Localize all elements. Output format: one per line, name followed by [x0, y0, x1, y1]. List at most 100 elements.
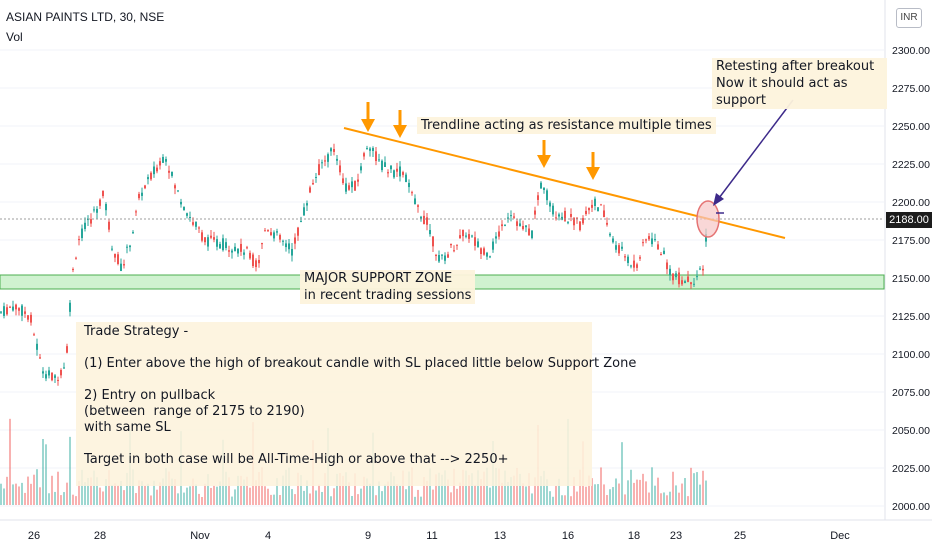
candle-body: [543, 187, 545, 191]
currency-badge[interactable]: INR: [896, 8, 922, 28]
volume-bar: [192, 478, 194, 505]
volume-bar: [15, 483, 17, 505]
volume-bar: [291, 489, 293, 505]
candle-body: [342, 178, 344, 184]
candle-body: [393, 170, 395, 178]
candle-body: [207, 237, 209, 247]
volume-bar: [51, 475, 53, 505]
volume-bar: [321, 491, 323, 505]
candle-body: [210, 235, 212, 238]
volume-bar: [690, 467, 692, 505]
volume-bar: [459, 482, 461, 505]
volume-bar: [549, 491, 551, 505]
candle-body: [306, 203, 308, 206]
volume-bar: [639, 479, 641, 505]
volume-bar: [648, 492, 650, 505]
candle-body: [180, 201, 182, 205]
candle-body: [627, 256, 629, 263]
candlesticks: [0, 143, 707, 386]
volume-bar: [528, 473, 530, 505]
candle-body: [153, 166, 155, 175]
volume-bar: [63, 492, 65, 505]
volume-bar: [231, 496, 233, 505]
candle-body: [429, 230, 431, 235]
strategy-line: [84, 340, 584, 356]
volume-bar: [363, 476, 365, 505]
candle-body: [24, 311, 26, 314]
volume-bar: [633, 482, 635, 505]
volume-bar: [384, 484, 386, 505]
volume-bar: [54, 491, 56, 505]
candle-body: [450, 243, 452, 246]
volume-bar: [36, 469, 38, 505]
volume-bar: [429, 468, 431, 505]
volume-bar: [306, 480, 308, 505]
volume-bar: [237, 475, 239, 505]
volume-bar: [243, 479, 245, 505]
strategy-line: with same SL: [84, 420, 171, 435]
candle-body: [705, 234, 707, 242]
volume-bar: [318, 484, 320, 505]
candle-body: [171, 171, 173, 176]
strategy-line: Trade Strategy -: [84, 324, 189, 339]
volume-bar: [408, 471, 410, 505]
volume-bar: [693, 473, 695, 505]
candle-body: [57, 379, 59, 381]
candle-body: [72, 269, 74, 271]
volume-bar: [6, 476, 8, 505]
candle-body: [327, 154, 329, 162]
y-tick-label: 2250.00: [892, 121, 930, 133]
volume-bar: [288, 467, 290, 505]
trade-strategy-note: Trade Strategy - (1) Enter above the hig…: [76, 322, 636, 486]
volume-bar: [654, 485, 656, 505]
volume-bar: [255, 480, 257, 505]
candle-body: [639, 257, 641, 259]
volume-bar: [213, 485, 215, 505]
candle-body: [375, 151, 377, 162]
candle-body: [534, 210, 536, 215]
volume-bar: [636, 479, 638, 505]
volume-bar: [618, 483, 620, 505]
down-arrow-icon: [537, 140, 551, 168]
volume-bar: [48, 493, 50, 505]
candle-body: [102, 190, 104, 197]
volume-bar: [126, 472, 128, 505]
candle-body: [186, 213, 188, 216]
candle-body: [243, 252, 245, 255]
candle-body: [453, 250, 455, 252]
x-tick-label: 18: [628, 530, 640, 542]
candle-body: [537, 195, 539, 200]
candle-body: [588, 207, 590, 211]
volume-bar: [501, 482, 503, 505]
candle-body: [318, 164, 320, 175]
candle-body: [564, 210, 566, 221]
volume-bar: [144, 485, 146, 505]
volume-bar: [645, 481, 647, 505]
candle-body: [618, 245, 620, 254]
volume-bar: [348, 482, 350, 505]
candle-body: [546, 190, 548, 201]
candle-body: [45, 374, 47, 379]
volume-bar: [552, 496, 554, 505]
volume-bar: [522, 483, 524, 505]
candle-body: [135, 211, 137, 213]
candle-body: [132, 232, 134, 234]
volume-bar: [591, 478, 593, 505]
volume-bar: [663, 492, 665, 505]
candle-body: [657, 244, 659, 250]
volume-bar: [555, 485, 557, 505]
candle-body: [198, 227, 200, 229]
candle-body: [549, 202, 551, 207]
candle-body: [624, 256, 626, 258]
candle-body: [582, 218, 584, 224]
candle-body: [441, 254, 443, 256]
volume-bar: [201, 496, 203, 505]
candle-body: [462, 229, 464, 237]
volume-bar: [111, 484, 113, 505]
volume-bar: [681, 483, 683, 505]
candle-body: [264, 230, 266, 232]
volume-bar: [282, 475, 284, 505]
volume-bar: [609, 489, 611, 505]
candle-body: [615, 245, 617, 250]
candle-body: [126, 246, 128, 248]
